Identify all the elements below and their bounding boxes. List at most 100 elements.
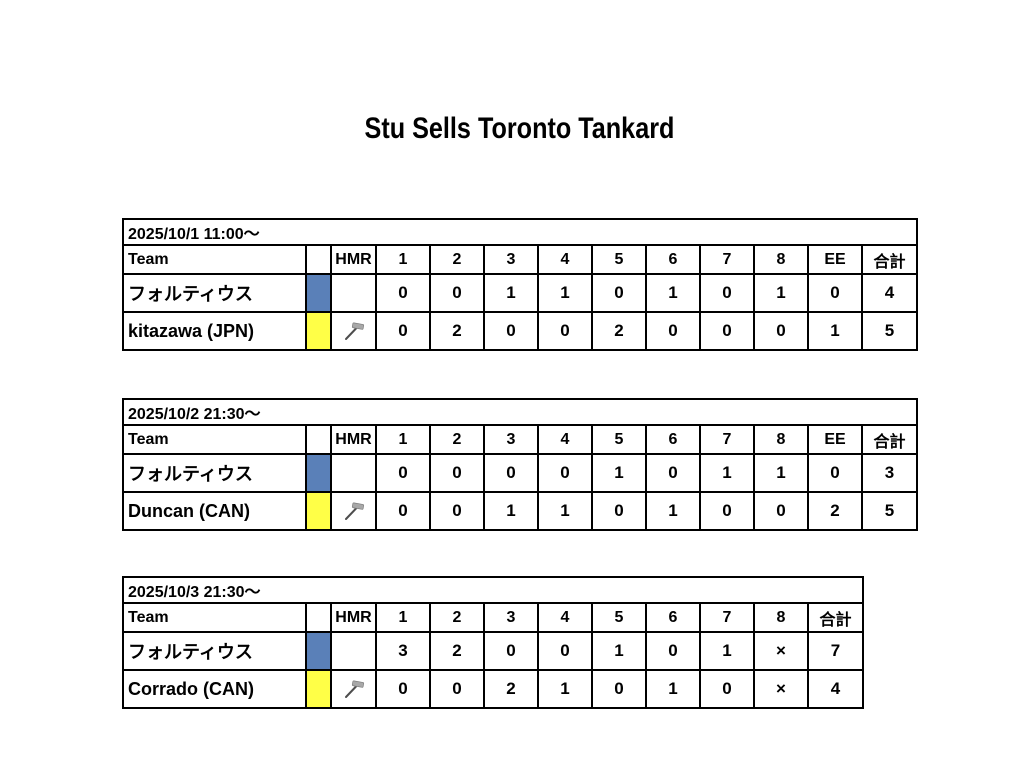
end-score-cell: 0 (375, 453, 431, 493)
total-score-cell: 3 (861, 453, 918, 493)
team-name-cell: フォルティウス (122, 631, 307, 671)
column-header-end-5: 5 (591, 424, 647, 455)
total-score-cell: 7 (807, 631, 864, 671)
team-color-swatch (305, 669, 332, 709)
end-score-cell: 0 (645, 311, 701, 351)
total-score-cell: 5 (861, 311, 918, 351)
table-row: 2025/10/3 21:30〜 (122, 576, 864, 604)
page-title-text: Stu Sells Toronto Tankard (364, 112, 674, 145)
hammer-cell (330, 311, 377, 351)
column-header-end-3: 3 (483, 602, 539, 633)
column-header-swatch (305, 602, 332, 633)
team-color-swatch (305, 491, 332, 531)
end-score-cell: 1 (537, 491, 593, 531)
end-score-cell: 0 (375, 311, 431, 351)
end-score-cell: 0 (645, 631, 701, 671)
end-score-cell: 0 (483, 453, 539, 493)
column-header-end-5: 5 (591, 602, 647, 633)
session-datetime: 2025/10/1 11:00〜 (122, 218, 918, 246)
end-score-cell: 2 (483, 669, 539, 709)
column-header-end-8: 8 (753, 602, 809, 633)
end-score-cell: 2 (429, 311, 485, 351)
end-score-cell: 3 (375, 631, 431, 671)
end-score-cell: × (753, 669, 809, 709)
end-score-cell: 2 (591, 311, 647, 351)
game-table-1: 2025/10/1 11:00〜 Team HMR 1 2 3 4 5 6 7 8 EE 合計 フォルティ… (122, 218, 918, 351)
column-header-end-6: 6 (645, 244, 701, 275)
hammer-cell (330, 491, 377, 531)
end-score-cell: 0 (375, 669, 431, 709)
column-header-end-1: 1 (375, 602, 431, 633)
end-score-cell: 0 (375, 273, 431, 313)
column-header-total: 合計 (861, 244, 918, 275)
team-score-row: フォルティウス 0 0 0 0 1 0 1 1 0 3 (122, 453, 918, 493)
end-score-cell: 0 (483, 631, 539, 671)
end-score-cell: 1 (699, 453, 755, 493)
column-header-hmr: HMR (330, 244, 377, 275)
column-header-swatch (305, 244, 332, 275)
column-header-end-2: 2 (429, 244, 485, 275)
end-score-cell: 1 (645, 669, 701, 709)
end-score-cell: 0 (429, 491, 485, 531)
table-header-row: Team HMR 1 2 3 4 5 6 7 8 EE 合計 (122, 424, 918, 455)
end-score-cell: 0 (429, 273, 485, 313)
column-header-end-4: 4 (537, 244, 593, 275)
total-score-cell: 5 (861, 491, 918, 531)
column-header-end-4: 4 (537, 602, 593, 633)
team-color-swatch (305, 273, 332, 313)
end-score-cell: 0 (429, 669, 485, 709)
column-header-end-7: 7 (699, 424, 755, 455)
end-score-cell: 1 (591, 631, 647, 671)
hammer-icon (344, 680, 364, 698)
table-row: 2025/10/2 21:30〜 (122, 398, 918, 426)
column-header-end-8: 8 (753, 424, 809, 455)
column-header-end-4: 4 (537, 424, 593, 455)
end-score-cell: 0 (753, 311, 809, 351)
end-score-cell: × (753, 631, 809, 671)
end-score-cell: 1 (483, 491, 539, 531)
team-score-row: Corrado (CAN) 0 0 2 1 0 1 0 × 4 (122, 669, 864, 709)
column-header-ee: EE (807, 244, 863, 275)
end-score-cell: 0 (699, 491, 755, 531)
column-header-end-8: 8 (753, 244, 809, 275)
end-score-cell: 1 (699, 631, 755, 671)
table-header-row: Team HMR 1 2 3 4 5 6 7 8 合計 (122, 602, 864, 633)
column-header-swatch (305, 424, 332, 455)
hammer-cell (330, 631, 377, 671)
session-datetime: 2025/10/3 21:30〜 (122, 576, 864, 604)
end-score-cell: 0 (537, 311, 593, 351)
end-score-cell: 0 (483, 311, 539, 351)
team-name-cell: フォルティウス (122, 273, 307, 313)
column-header-end-2: 2 (429, 424, 485, 455)
team-name-cell: Corrado (CAN) (122, 669, 307, 709)
team-score-row: フォルティウス 0 0 1 1 0 1 0 1 0 4 (122, 273, 918, 313)
session-datetime: 2025/10/2 21:30〜 (122, 398, 918, 426)
end-score-cell: 0 (591, 669, 647, 709)
column-header-end-2: 2 (429, 602, 485, 633)
team-color-swatch (305, 311, 332, 351)
team-color-swatch (305, 453, 332, 493)
total-score-cell: 4 (807, 669, 864, 709)
end-score-cell: 1 (753, 273, 809, 313)
end-score-cell: 0 (537, 453, 593, 493)
column-header-end-7: 7 (699, 602, 755, 633)
end-score-cell: 0 (375, 491, 431, 531)
team-color-swatch (305, 631, 332, 671)
end-score-cell: 1 (645, 491, 701, 531)
end-score-cell: 0 (591, 491, 647, 531)
column-header-end-6: 6 (645, 424, 701, 455)
table-row: 2025/10/1 11:00〜 (122, 218, 918, 246)
end-score-cell: 1 (483, 273, 539, 313)
column-header-end-6: 6 (645, 602, 701, 633)
score-table: 2025/10/1 11:00〜 Team HMR 1 2 3 4 5 6 7 8 EE 合計 フォルティ… (122, 218, 918, 351)
column-header-total: 合計 (861, 424, 918, 455)
column-header-end-3: 3 (483, 244, 539, 275)
end-score-cell: 1 (591, 453, 647, 493)
end-score-cell: 1 (537, 273, 593, 313)
end-score-cell: 0 (753, 491, 809, 531)
end-score-cell: 0 (645, 453, 701, 493)
score-table: 2025/10/3 21:30〜 Team HMR 1 2 3 4 5 6 7 8 合計 フォルティウス… (122, 576, 864, 709)
end-score-cell: 0 (699, 669, 755, 709)
team-name-cell: Duncan (CAN) (122, 491, 307, 531)
end-score-cell: 0 (807, 453, 863, 493)
